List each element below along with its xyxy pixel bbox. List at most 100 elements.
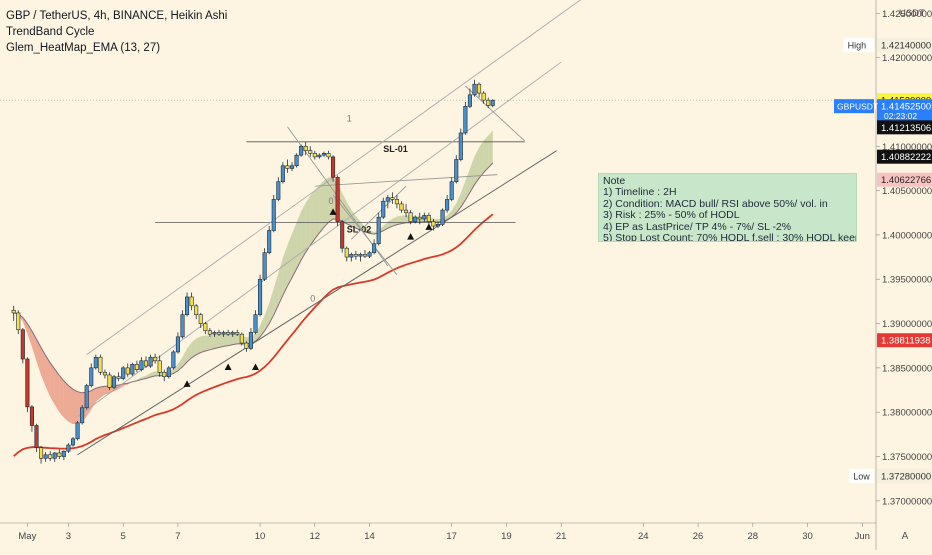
candle-body[interactable] xyxy=(244,342,249,349)
candle-body[interactable] xyxy=(66,444,71,452)
candle-body[interactable] xyxy=(253,314,258,333)
candle-body[interactable] xyxy=(285,165,290,169)
candle-body[interactable] xyxy=(463,106,468,134)
price-label-red[interactable]: 1.38811938 xyxy=(881,336,931,347)
candle-body[interactable] xyxy=(11,309,16,314)
y-axis[interactable]: USDT 1.37000000 1.37500000 1.38000000 1.3850… xyxy=(834,0,932,550)
candle-body[interactable] xyxy=(198,314,203,324)
candle-body[interactable] xyxy=(235,332,240,335)
candle-body[interactable] xyxy=(404,209,409,214)
candle-body[interactable] xyxy=(376,216,381,245)
symbol-tag[interactable]: GBPUSDT xyxy=(837,102,878,112)
x-axis[interactable]: May 3 5 7 10 12 14 17 19 21 24 26 28 30 Jun A xyxy=(0,522,909,542)
current-price-bg[interactable] xyxy=(877,99,932,122)
candle-body[interactable] xyxy=(80,407,85,424)
candle-body[interactable] xyxy=(390,197,395,200)
candle-body[interactable] xyxy=(321,153,326,156)
high-price-label-tag[interactable]: High xyxy=(848,41,867,51)
candle-body[interactable] xyxy=(303,145,308,151)
candle-body[interactable] xyxy=(29,406,34,426)
indicator-trendband-label[interactable]: TrendBand Cycle xyxy=(6,26,95,38)
symbol-tag-bg[interactable] xyxy=(834,99,874,114)
candle-body[interactable] xyxy=(143,360,149,367)
indicator-heatmap-label[interactable]: Glem_HeatMap_EMA (13, 27) xyxy=(6,42,161,54)
candle-body[interactable] xyxy=(230,332,235,335)
candle-body[interactable] xyxy=(239,333,244,344)
candle-body[interactable] xyxy=(394,199,399,205)
candle-body[interactable] xyxy=(121,367,126,379)
price-label-black-2[interactable]: 1.40882222 xyxy=(881,152,931,163)
candle-body[interactable] xyxy=(57,452,62,457)
candle-body[interactable] xyxy=(70,438,76,446)
candle-body[interactable] xyxy=(490,99,495,106)
candle-body[interactable] xyxy=(153,356,158,362)
price-label-black-1[interactable]: 1.41213506 xyxy=(881,123,931,134)
note-box[interactable]: Note 1) Timeline : 2H 2) Condition: MACD… xyxy=(598,173,857,242)
candle-body[interactable] xyxy=(381,200,386,218)
candle-body[interactable] xyxy=(180,314,185,338)
candle-body[interactable] xyxy=(34,425,39,448)
candle-body[interactable] xyxy=(440,209,445,225)
candle-body[interactable] xyxy=(408,212,413,222)
auto-scale-button[interactable]: A xyxy=(902,531,909,542)
candle-body[interactable] xyxy=(216,332,222,335)
low-price-label-tag[interactable]: Low xyxy=(853,472,870,482)
candle-body[interactable] xyxy=(20,329,25,360)
candle-body[interactable] xyxy=(458,132,463,160)
candle-body[interactable] xyxy=(189,296,194,307)
price-label-pink[interactable]: 1.40622766 xyxy=(881,175,931,186)
low-price-label[interactable]: 1.37280000 xyxy=(881,472,931,483)
candle-body[interactable] xyxy=(426,215,431,222)
low-price-label-bg[interactable] xyxy=(877,469,932,484)
high-price-label[interactable]: 1.42140000 xyxy=(881,41,931,52)
candle-body[interactable] xyxy=(385,197,390,202)
candle-body[interactable] xyxy=(422,215,427,220)
low-price-label-tag-bg[interactable] xyxy=(849,469,874,484)
candle-body[interactable] xyxy=(326,153,331,158)
candle-body[interactable] xyxy=(248,332,253,349)
candle-body[interactable] xyxy=(258,278,263,315)
candle-body[interactable] xyxy=(89,367,94,386)
candle-body[interactable] xyxy=(271,199,276,231)
candle-body[interactable] xyxy=(25,358,30,408)
candle-body[interactable] xyxy=(221,332,226,335)
candle-body[interactable] xyxy=(52,452,57,459)
candle-body[interactable] xyxy=(344,247,349,258)
candle-body[interactable] xyxy=(372,243,377,253)
candle-body[interactable] xyxy=(472,83,477,96)
candle-body[interactable] xyxy=(157,360,162,373)
candle-body[interactable] xyxy=(294,154,299,167)
candle-body[interactable] xyxy=(116,376,121,379)
candle-body[interactable] xyxy=(335,176,340,222)
candle-body[interactable] xyxy=(166,367,171,378)
candle-body[interactable] xyxy=(93,356,98,369)
candle-body[interactable] xyxy=(299,145,304,156)
candle-body[interactable] xyxy=(194,305,199,315)
candle-body[interactable] xyxy=(435,223,441,227)
candle-body[interactable] xyxy=(148,356,153,367)
candle-body[interactable] xyxy=(125,367,130,375)
candle-body[interactable] xyxy=(98,356,103,373)
candle-body[interactable] xyxy=(162,372,167,378)
candle-body[interactable] xyxy=(431,221,436,227)
candle-body[interactable] xyxy=(48,454,53,459)
candle-body[interactable] xyxy=(358,254,363,257)
candle-body[interactable] xyxy=(130,364,135,375)
candle-body[interactable] xyxy=(477,83,482,94)
price-label-black-1-bg[interactable] xyxy=(877,120,932,135)
candle-body[interactable] xyxy=(267,230,272,253)
candle-body[interactable] xyxy=(134,364,139,370)
candle-body[interactable] xyxy=(84,385,89,409)
candle-body[interactable] xyxy=(61,450,66,457)
candle-body[interactable] xyxy=(175,336,180,353)
candle-body[interactable] xyxy=(112,376,117,388)
candle-body[interactable] xyxy=(171,351,176,369)
candle-body[interactable] xyxy=(207,330,212,335)
candle-body[interactable] xyxy=(486,99,491,106)
candle-body[interactable] xyxy=(399,203,404,211)
symbol-title[interactable]: GBP / TetherUS, 4h, BINANCE, Heikin Ashi xyxy=(6,10,228,22)
candle-body[interactable] xyxy=(349,254,354,258)
candle-body[interactable] xyxy=(445,199,450,211)
candle-body[interactable] xyxy=(107,374,112,388)
candle-body[interactable] xyxy=(449,181,454,200)
